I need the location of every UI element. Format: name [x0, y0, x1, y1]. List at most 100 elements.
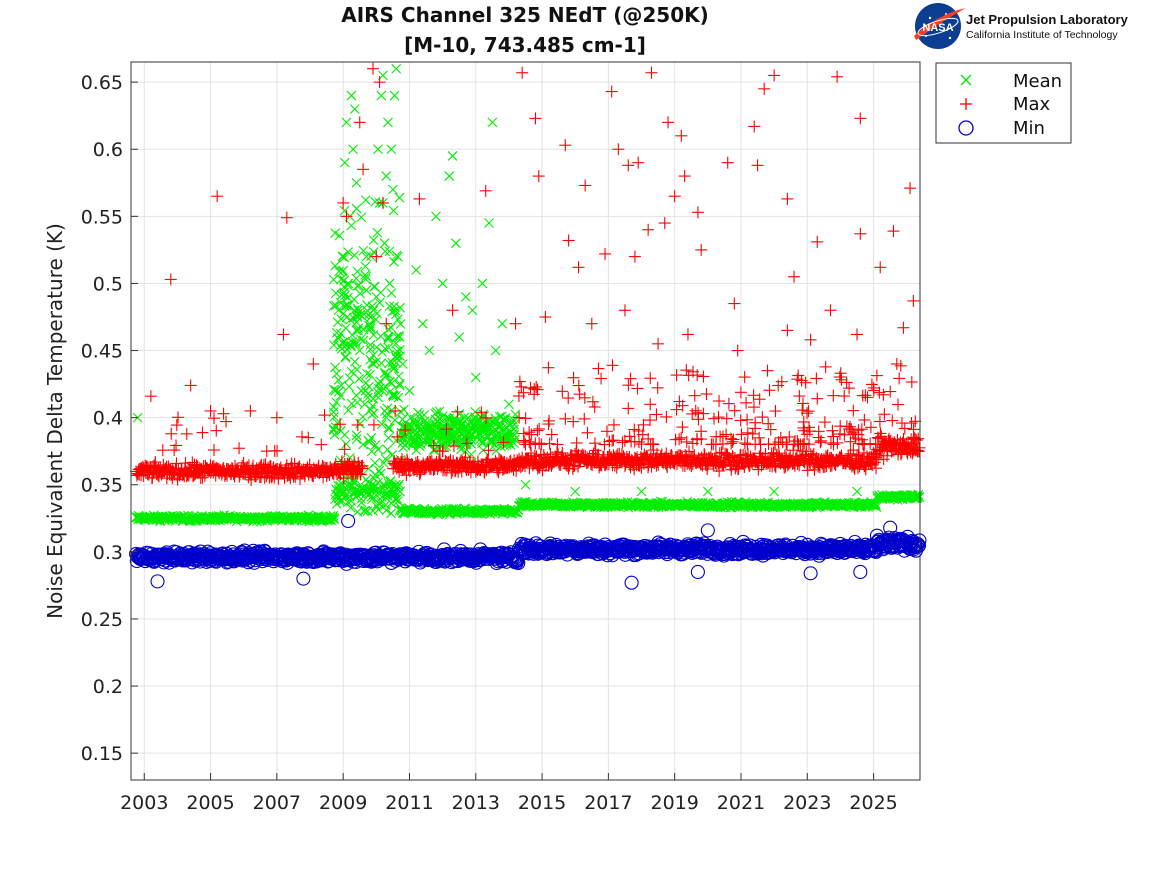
data-point-max	[811, 235, 824, 248]
data-point-max	[855, 423, 868, 436]
data-point-max	[761, 364, 774, 377]
data-point-max	[585, 317, 598, 330]
data-point-max	[669, 433, 682, 446]
data-point-mean	[395, 486, 406, 497]
data-point-max	[858, 413, 871, 426]
data-point-max	[814, 436, 827, 449]
data-point-max	[280, 211, 293, 224]
data-point-max	[165, 427, 178, 440]
data-point-mean	[353, 325, 364, 336]
data-point-max	[720, 412, 733, 425]
data-point-mean	[356, 212, 367, 223]
data-point-max	[897, 321, 910, 334]
data-point-max	[607, 418, 620, 431]
data-point-mean	[381, 171, 392, 181]
data-point-max	[196, 426, 209, 439]
data-point-max	[689, 404, 702, 417]
data-point-max	[768, 69, 781, 82]
data-point-max	[681, 328, 694, 341]
data-point-max	[645, 66, 658, 79]
data-point-mean	[339, 157, 350, 168]
data-point-mean	[330, 228, 341, 238]
data-point-max	[315, 438, 328, 451]
data-point-mean	[383, 332, 394, 343]
data-point-max	[907, 294, 920, 307]
data-point-mean	[346, 90, 357, 101]
x-tick-label: 2025	[849, 792, 897, 814]
data-point-max	[854, 227, 867, 240]
data-point-max	[721, 156, 734, 169]
legend-label-mean: Mean	[1013, 71, 1062, 92]
data-point-max	[351, 419, 364, 432]
data-point-max	[373, 76, 386, 89]
data-point-max	[624, 372, 637, 385]
data-point-max	[680, 364, 693, 377]
data-point-max	[618, 304, 631, 317]
x-tick-label: 2005	[186, 792, 234, 814]
data-point-max	[570, 436, 583, 449]
data-point-max	[644, 372, 657, 385]
data-point-max	[367, 62, 380, 75]
chart-title-line-1: AIRS Channel 325 NEdT (@250K)	[341, 3, 709, 27]
data-point-mean	[359, 506, 369, 516]
data-point-mean	[330, 260, 341, 271]
data-point-max	[208, 444, 221, 457]
y-tick-label: 0.5	[93, 273, 123, 295]
data-point-max	[692, 406, 705, 419]
data-point-max	[884, 385, 897, 398]
data-point-max	[741, 438, 754, 451]
data-point-max	[578, 412, 591, 425]
data-point-mean	[360, 505, 371, 516]
legend: Mean Max Min	[935, 62, 1072, 144]
data-point-max	[751, 159, 764, 172]
data-point-max	[886, 414, 899, 427]
data-point-mean	[504, 399, 514, 410]
series-max	[130, 62, 926, 486]
data-point-max	[819, 360, 832, 373]
data-point-mean	[388, 205, 399, 216]
data-point-max	[865, 378, 878, 391]
data-point-max	[734, 386, 747, 399]
data-point-mean	[399, 404, 409, 415]
data-point-max	[893, 372, 906, 385]
data-point-max	[697, 370, 710, 383]
data-point-mean	[346, 220, 357, 231]
data-point-max	[204, 404, 217, 417]
data-point-max	[658, 217, 671, 230]
data-point-max	[513, 375, 526, 388]
data-point-max	[769, 405, 782, 418]
data-point-max	[156, 444, 169, 457]
data-point-max	[678, 170, 691, 183]
data-point-max	[529, 112, 542, 125]
jpl-logo: NASA Jet Propulsion Laboratory Californi…	[914, 3, 1129, 49]
data-point-mean	[333, 305, 344, 316]
x-tick-label: 2023	[783, 792, 831, 814]
data-point-mean	[497, 318, 508, 329]
data-point-mean	[330, 362, 341, 373]
logo-org-name: Jet Propulsion Laboratory	[966, 12, 1129, 27]
data-point-max	[840, 376, 853, 389]
chart-title-line-2: [M-10, 743.485 cm-1]	[404, 33, 646, 57]
x-axis-ticks: 2003 2005 2007 2009 2011 2013 2015 2017 2019 2021…	[120, 773, 898, 814]
y-axis-label: Noise Equivalent Delta Temperature (K)	[43, 223, 67, 619]
data-point-mean	[377, 347, 388, 357]
legend-label-min: Min	[1013, 118, 1045, 139]
data-point-mean	[349, 104, 360, 114]
data-point-max	[562, 234, 575, 247]
nasa-meatball-icon: NASA	[914, 3, 966, 49]
data-point-max	[887, 225, 900, 238]
data-point-max	[270, 411, 283, 424]
data-point-mean	[447, 151, 458, 161]
data-point-max	[874, 261, 887, 274]
x-tick-label: 2021	[717, 792, 765, 814]
data-point-max	[734, 414, 747, 427]
data-point-max	[556, 385, 569, 398]
data-point-max	[542, 418, 555, 431]
data-point-mean	[368, 359, 378, 369]
data-point-max	[562, 392, 575, 405]
data-point-mean	[392, 496, 403, 507]
data-point-max	[796, 404, 809, 417]
data-point-mean	[570, 486, 581, 497]
data-point-mean	[376, 358, 387, 369]
data-point-max	[722, 397, 735, 410]
